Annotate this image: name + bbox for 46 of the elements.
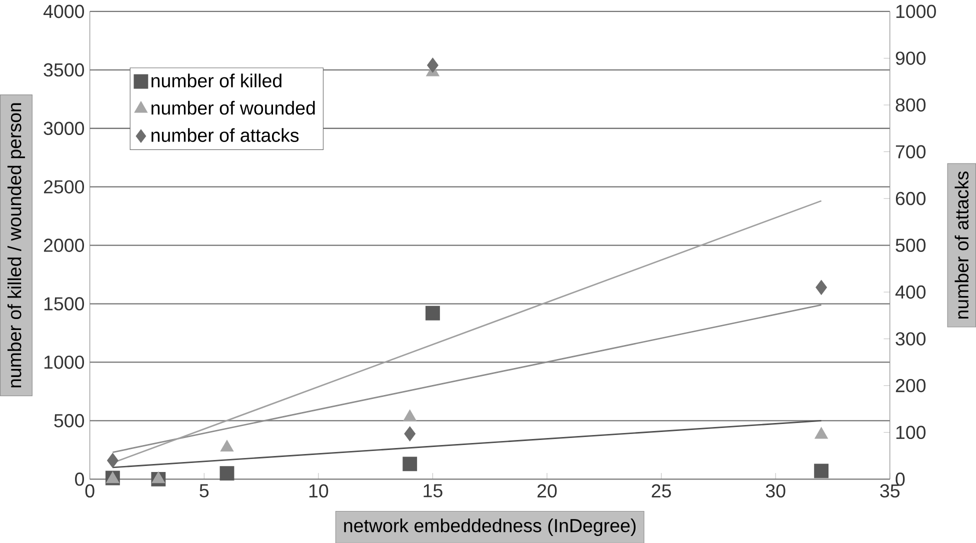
y2-axis-title: number of attacks: [954, 171, 969, 318]
point: [404, 426, 416, 441]
point: [152, 472, 165, 483]
y-tick-label: 2500: [44, 180, 84, 194]
y-tick-label: 2000: [44, 238, 84, 252]
x-tick-label: 20: [538, 484, 557, 498]
y2-tick-label: 100: [896, 426, 926, 439]
y2-tick-label: 200: [896, 378, 926, 392]
point: [220, 466, 234, 480]
x-tick-label: 30: [766, 484, 786, 498]
y2-tick-label: 300: [896, 332, 926, 346]
y-axis-title: number of killed / wounded person: [7, 103, 25, 388]
x-tick-label: 0: [85, 484, 94, 498]
y-tick-label: 500: [54, 414, 84, 428]
y2-tick-label: 0: [896, 472, 905, 486]
y2-tick-label: 900: [896, 51, 926, 65]
point: [426, 306, 440, 320]
y2-tick-label: 800: [896, 98, 926, 112]
x-tick-label: 35: [880, 484, 900, 498]
point: [107, 453, 118, 468]
x-tick-label: 15: [424, 484, 442, 498]
y2-tick-label: 400: [895, 285, 926, 298]
y-tick-label: 4000: [43, 4, 84, 18]
x-tick-label: 10: [309, 484, 328, 498]
legend-label: number of wounded: [152, 100, 315, 114]
point: [814, 427, 828, 438]
y2-tick-label: 1000: [896, 4, 936, 18]
y2-tick-label: 700: [896, 144, 926, 158]
point: [814, 464, 829, 478]
y-tick-label: 0: [75, 472, 84, 486]
point: [816, 280, 827, 294]
point: [402, 456, 418, 471]
y-tick-label: 1000: [44, 355, 84, 369]
y-tick-label: 3500: [44, 63, 84, 76]
y-tick-label: 3000: [44, 122, 84, 135]
point: [220, 440, 234, 452]
y2-tick-label: 600: [896, 192, 926, 205]
y2-tick-label: 500: [896, 238, 926, 252]
x-tick-label: 25: [652, 484, 671, 498]
legend-label: number of attacks: [152, 128, 299, 142]
y-tick-label: 1500: [44, 296, 84, 310]
legend-label: number of killed: [152, 73, 282, 88]
point: [404, 410, 416, 421]
x-axis-title: network embeddedness (InDegree): [344, 518, 636, 536]
x-tick-label: 5: [200, 484, 209, 498]
point: [427, 58, 438, 72]
